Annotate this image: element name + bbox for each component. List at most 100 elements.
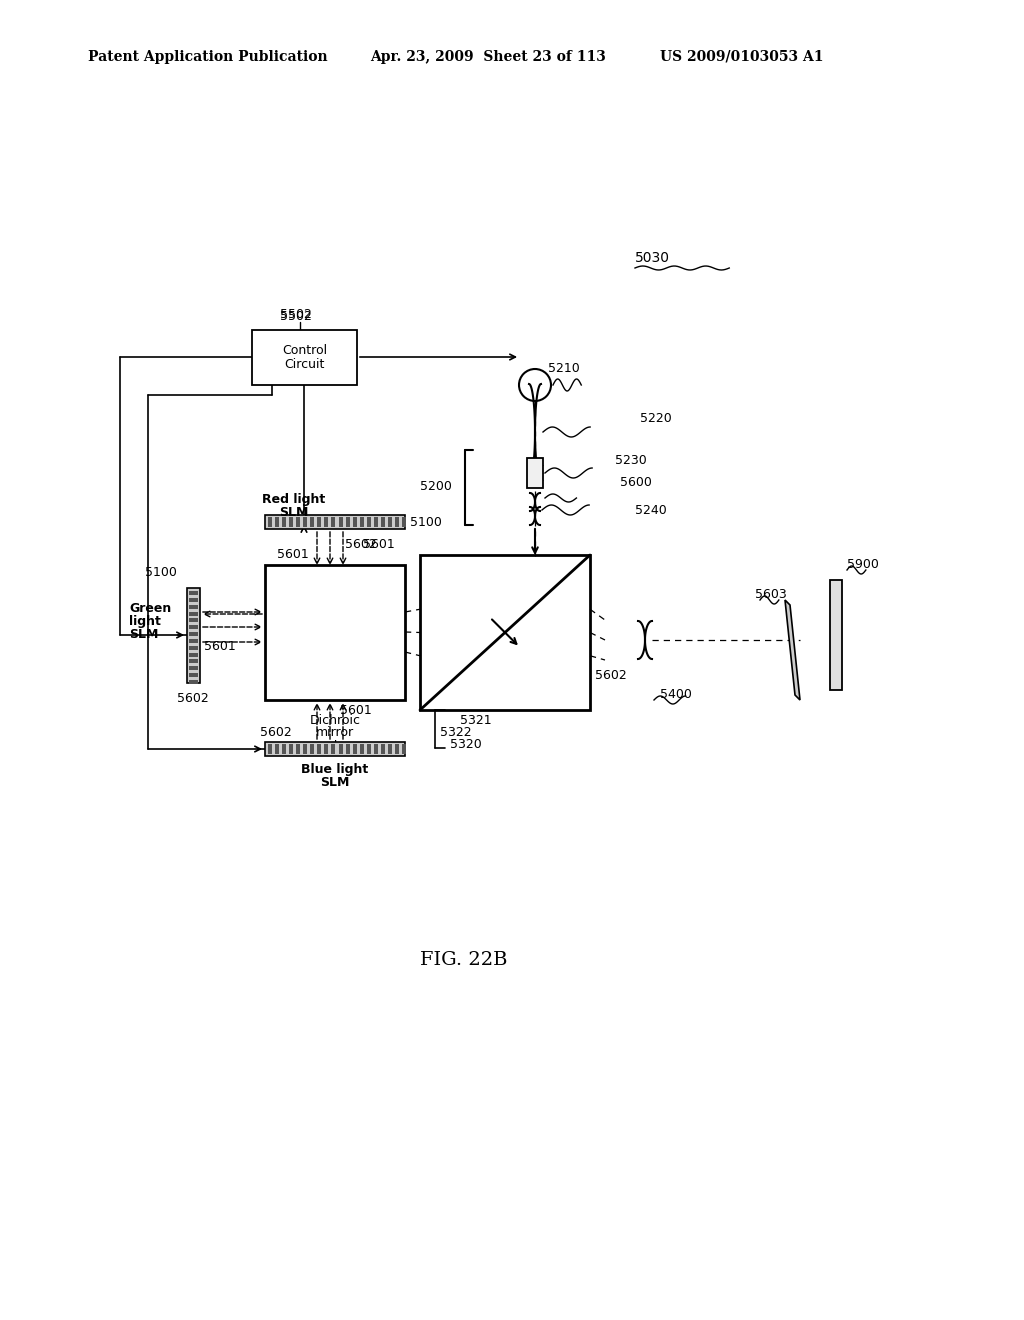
Bar (296, 517, 300, 527)
Bar (282, 517, 286, 527)
Bar (275, 517, 280, 527)
Bar (189, 618, 198, 623)
Bar (189, 660, 198, 664)
Text: US 2009/0103053 A1: US 2009/0103053 A1 (660, 50, 823, 63)
Text: cube: cube (319, 739, 350, 752)
Bar (367, 744, 371, 754)
Bar (189, 605, 198, 609)
Bar (374, 517, 378, 527)
Bar (189, 639, 198, 643)
Bar (265, 515, 406, 529)
Bar (345, 517, 349, 527)
Bar (830, 579, 842, 690)
Bar (268, 744, 272, 754)
Bar (275, 744, 280, 754)
Bar (296, 744, 300, 754)
Bar (189, 667, 198, 671)
Text: light: light (129, 615, 161, 627)
Text: Patent Application Publication: Patent Application Publication (88, 50, 328, 63)
Bar (265, 565, 406, 700)
Bar (339, 744, 342, 754)
Bar (374, 744, 378, 754)
Bar (325, 517, 329, 527)
Text: 5602: 5602 (595, 669, 627, 682)
Bar (317, 517, 322, 527)
Text: 5100: 5100 (410, 516, 442, 528)
Bar (388, 517, 392, 527)
Bar (189, 680, 198, 684)
Text: 5200: 5200 (420, 480, 452, 494)
Bar (265, 742, 406, 756)
Bar (289, 744, 293, 754)
Bar (189, 673, 198, 677)
Text: SLM: SLM (280, 506, 308, 519)
Bar (289, 517, 293, 527)
Bar (367, 517, 371, 527)
Bar (303, 517, 307, 527)
Bar (388, 744, 392, 754)
Bar (310, 744, 314, 754)
Bar (268, 517, 272, 527)
Bar (189, 591, 198, 595)
Text: Blue light: Blue light (301, 763, 369, 776)
Text: 5603: 5603 (755, 589, 786, 602)
Bar (402, 517, 406, 527)
Text: 5601: 5601 (204, 640, 236, 653)
Bar (282, 744, 286, 754)
Bar (189, 626, 198, 630)
Bar (189, 645, 198, 649)
Bar (402, 744, 406, 754)
Bar (345, 744, 349, 754)
Text: 5100: 5100 (145, 566, 177, 579)
Bar (317, 744, 322, 754)
Text: 5030: 5030 (635, 251, 670, 265)
Text: FIG. 22B: FIG. 22B (420, 950, 508, 969)
Text: 5602: 5602 (260, 726, 292, 738)
Text: 5400: 5400 (660, 689, 692, 701)
Bar (325, 744, 329, 754)
Bar (252, 330, 357, 385)
Text: 5220: 5220 (640, 412, 672, 425)
Text: 5320: 5320 (450, 738, 481, 751)
Text: 5900: 5900 (847, 558, 879, 572)
Text: Apr. 23, 2009  Sheet 23 of 113: Apr. 23, 2009 Sheet 23 of 113 (370, 50, 606, 63)
Bar (332, 517, 336, 527)
Bar (332, 744, 336, 754)
Text: SLM: SLM (129, 627, 159, 640)
Bar (352, 744, 356, 754)
Text: 5321: 5321 (460, 714, 492, 726)
Bar (187, 587, 200, 682)
Text: Control: Control (282, 345, 327, 356)
Text: 5502: 5502 (280, 310, 312, 323)
Bar (189, 632, 198, 636)
Text: Green: Green (129, 602, 171, 615)
Text: 5502: 5502 (280, 309, 312, 322)
Text: Dichroic: Dichroic (309, 714, 360, 726)
Bar (352, 517, 356, 527)
Text: mirror: mirror (316, 726, 354, 739)
Text: 5601: 5601 (278, 549, 309, 561)
Bar (339, 517, 342, 527)
Bar (395, 744, 399, 754)
Text: 5210: 5210 (548, 362, 580, 375)
Text: 5240: 5240 (635, 503, 667, 516)
Bar (395, 517, 399, 527)
Bar (359, 744, 364, 754)
Text: 5601: 5601 (362, 537, 394, 550)
Bar (303, 744, 307, 754)
Bar (359, 517, 364, 527)
Text: Red light: Red light (262, 494, 326, 507)
Text: Circuit: Circuit (285, 358, 325, 371)
Bar (381, 517, 385, 527)
Bar (189, 652, 198, 656)
Polygon shape (785, 601, 800, 700)
Text: 5601: 5601 (340, 704, 372, 717)
Text: 5230: 5230 (615, 454, 647, 466)
Text: 5602: 5602 (345, 537, 377, 550)
Text: 5322: 5322 (440, 726, 472, 738)
Text: 5600: 5600 (620, 477, 652, 490)
Text: SLM: SLM (321, 776, 349, 789)
Bar (189, 611, 198, 615)
Bar (527, 458, 543, 488)
Text: 5602: 5602 (177, 692, 209, 705)
